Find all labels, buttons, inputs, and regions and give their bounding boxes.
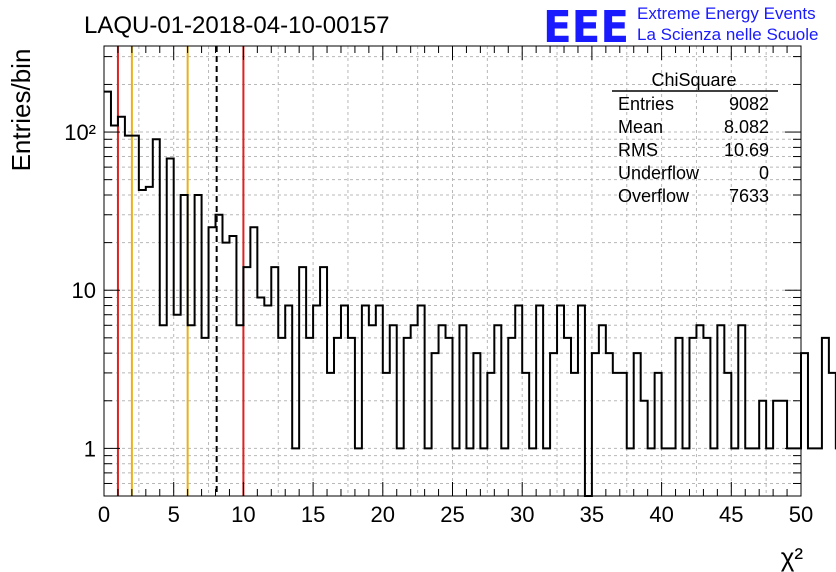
stats-box: ChiSquare Entries 9082 Mean 8.082 RMS 10.69 Un…: [612, 70, 778, 206]
plot-frame: [103, 45, 802, 497]
x-tick-label: 15: [301, 502, 325, 527]
stats-label: RMS: [618, 140, 658, 160]
x-axis-title: χ²: [781, 542, 804, 572]
x-tick-label: 20: [371, 502, 395, 527]
y-tick-label: 10²: [64, 120, 96, 145]
stats-label: Mean: [618, 117, 663, 137]
stats-value: 9082: [729, 94, 769, 114]
x-tick-label: 35: [580, 502, 604, 527]
y-tick-label: 10: [72, 278, 96, 303]
x-tick-label: 50: [789, 502, 813, 527]
stats-value: 0: [759, 163, 769, 183]
eee-logo-mark: EEE: [543, 2, 629, 53]
x-tick-label: 30: [510, 502, 534, 527]
x-tick-label: 25: [440, 502, 464, 527]
stats-value: 8.082: [724, 117, 769, 137]
stats-label: Overflow: [618, 186, 690, 206]
x-tick-label: 10: [231, 502, 255, 527]
y-axis-title: Entries/bin: [6, 49, 36, 172]
x-tick-labels: 0 5 10 15 20 25 30 35 40 45 50: [98, 502, 813, 527]
eee-logo: EEE Extreme Energy Events La Scienza nel…: [543, 2, 818, 53]
x-tick-label: 40: [649, 502, 673, 527]
logo-line-2: La Scienza nelle Scuole: [637, 25, 818, 44]
chart-title: LAQU-01-2018-04-10-00157: [84, 12, 390, 39]
y-tick-labels: 1 10 10²: [64, 120, 96, 461]
grid-lines: [103, 46, 802, 497]
x-tick-label: 0: [98, 502, 110, 527]
y-tick-label: 1: [84, 436, 96, 461]
stats-title: ChiSquare: [651, 70, 736, 90]
stats-value: 7633: [729, 186, 769, 206]
stats-label: Entries: [618, 94, 674, 114]
logo-line-1: Extreme Energy Events: [637, 4, 816, 23]
stats-value: 10.69: [724, 140, 769, 160]
axis-ticks: [103, 46, 802, 497]
stats-label: Underflow: [618, 163, 700, 183]
x-tick-label: 5: [168, 502, 180, 527]
x-tick-label: 45: [719, 502, 743, 527]
histogram-bars: [104, 90, 836, 497]
